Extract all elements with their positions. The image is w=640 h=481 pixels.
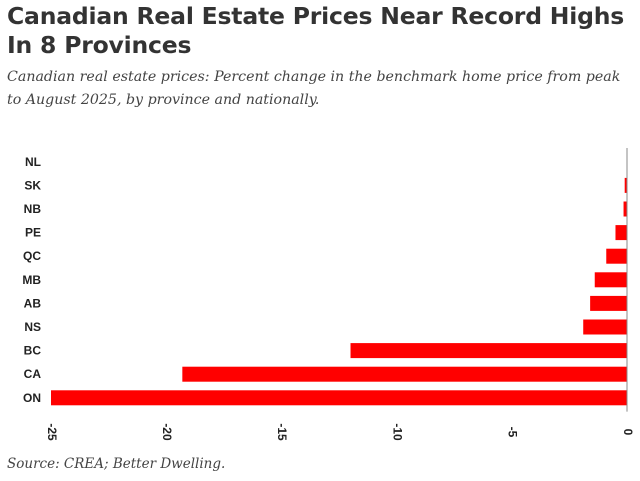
bar-mb: [594, 272, 627, 288]
category-label-ns: NS: [24, 320, 41, 334]
category-label-on: ON: [23, 391, 41, 405]
bar-chart: NL SK NB PE QC MB AB NS BC CA ON -25 -20 -15 -10 -5 0: [22, 148, 635, 441]
bar-ab: [590, 295, 627, 311]
bar-ca: [182, 366, 627, 382]
x-tick-label: -25: [45, 423, 59, 441]
chart-subtitle: Canadian real estate prices: Percent cha…: [7, 69, 621, 108]
category-label-mb: MB: [22, 273, 41, 287]
bar-qc: [606, 248, 627, 264]
bar-sk: [624, 177, 627, 193]
bars-group: [51, 177, 627, 406]
x-tick-label: -5: [506, 427, 520, 438]
x-tick-labels: -25 -20 -15 -10 -5 0: [45, 423, 635, 441]
category-label-nl: NL: [25, 155, 41, 169]
chart-title: Canadian Real Estate Prices Near Record …: [7, 2, 625, 59]
bar-nb: [623, 201, 627, 217]
category-label-qc: QC: [23, 249, 41, 263]
category-label-ab: AB: [24, 296, 42, 310]
category-labels: NL SK NB PE QC MB AB NS BC CA ON: [22, 155, 41, 405]
x-tick-label: -10: [390, 423, 404, 441]
x-tick-label: -15: [275, 423, 289, 441]
category-label-pe: PE: [25, 226, 41, 240]
bar-pe: [615, 225, 627, 241]
bar-ns: [583, 319, 627, 335]
category-label-nb: NB: [24, 202, 42, 216]
category-label-sk: SK: [24, 178, 41, 192]
bar-bc: [350, 343, 627, 359]
x-tick-label: 0: [621, 429, 635, 436]
category-label-ca: CA: [24, 367, 42, 381]
source-note: Source: CREA; Better Dwelling.: [7, 456, 226, 472]
bar-on: [51, 390, 627, 406]
category-label-bc: BC: [24, 344, 42, 358]
x-tick-label: -20: [160, 423, 174, 441]
